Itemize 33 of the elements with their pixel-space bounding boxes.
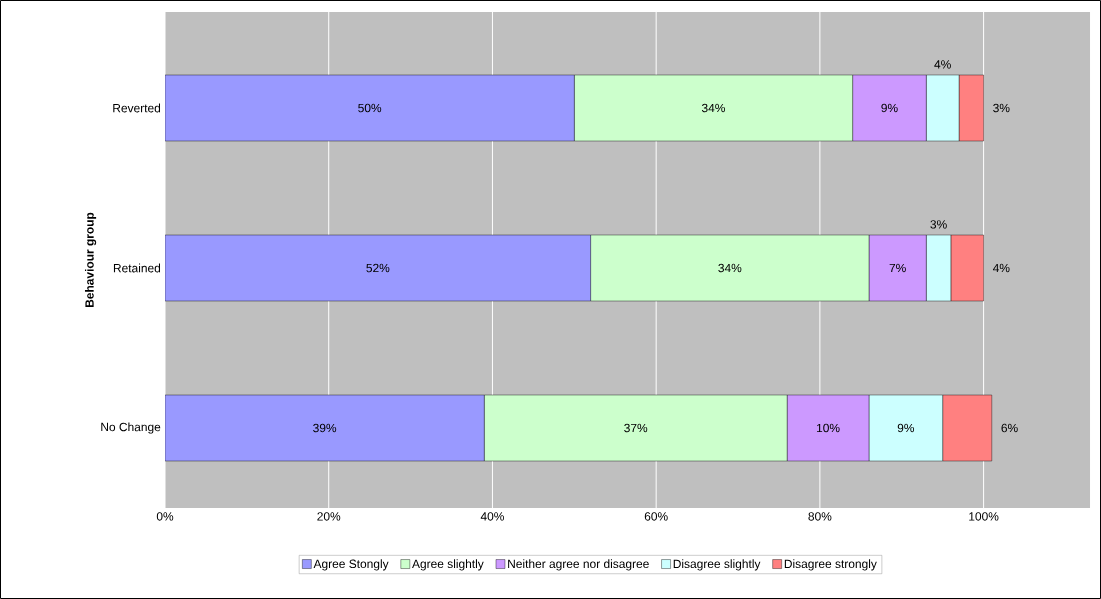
x-tick-label: 40% — [480, 512, 504, 521]
y-tick-label: Reverted — [113, 103, 161, 113]
legend-label: Agree Stongly — [313, 559, 389, 571]
legend-label: Agree slightly — [412, 559, 484, 571]
legend-label: Disagree strongly — [784, 559, 877, 571]
y-tick-label: Retained — [113, 263, 161, 273]
data-label: 3% — [930, 220, 947, 229]
x-tick-label: 0% — [156, 512, 174, 521]
y-axis-title: Behaviour group — [84, 212, 97, 308]
data-label: 34% — [701, 103, 725, 113]
data-label: 52% — [366, 263, 390, 273]
data-label: 39% — [313, 423, 337, 433]
data-label: 7% — [889, 263, 906, 273]
data-label: 10% — [817, 423, 840, 433]
x-tick-label: 80% — [808, 512, 832, 521]
data-label: 4% — [934, 60, 951, 69]
legend-label: Neither agree nor disagree — [508, 559, 649, 571]
data-label: 6% — [1001, 423, 1018, 433]
data-label: 9% — [881, 103, 898, 113]
data-label: 9% — [897, 423, 915, 433]
y-tick-label: No Change — [101, 422, 161, 434]
x-tick-label: 60% — [644, 512, 668, 521]
x-tick-label: 20% — [317, 512, 341, 521]
bar — [165, 394, 485, 462]
bar — [165, 74, 575, 142]
legend-label: Disagree slightly — [673, 559, 761, 571]
data-label: 3% — [993, 103, 1010, 113]
data-label: 50% — [358, 103, 382, 113]
x-tick-label: 100% — [969, 512, 999, 521]
data-label: 37% — [624, 423, 648, 433]
data-label: 34% — [718, 263, 742, 273]
data-label: 4% — [992, 263, 1010, 273]
bar — [165, 234, 591, 302]
